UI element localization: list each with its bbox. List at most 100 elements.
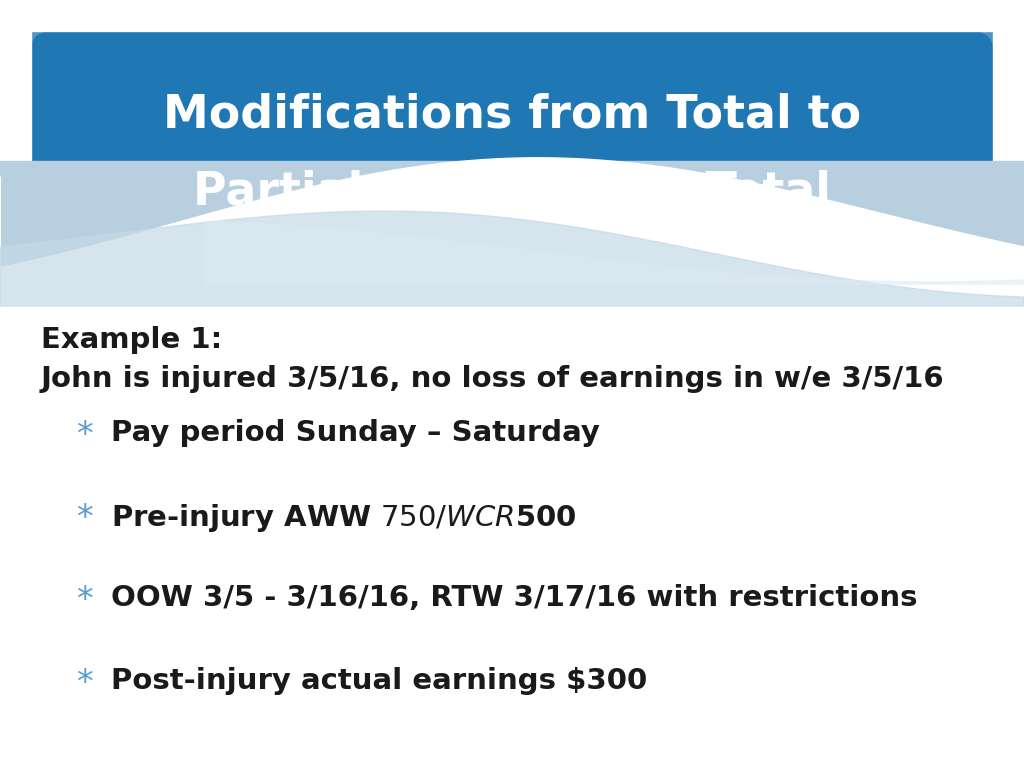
Bar — [31, 38, 993, 40]
Text: Partial or Partial to Total: Partial or Partial to Total — [193, 170, 831, 214]
Bar — [31, 93, 993, 95]
Bar — [31, 135, 993, 138]
Bar — [31, 238, 993, 240]
Bar — [31, 42, 993, 45]
Bar — [31, 143, 993, 145]
Bar — [31, 228, 993, 230]
Bar — [31, 204, 993, 207]
Bar — [31, 167, 993, 169]
Bar — [31, 169, 993, 171]
Bar — [31, 64, 993, 67]
Bar — [31, 152, 993, 154]
Bar — [31, 61, 993, 64]
Bar — [31, 245, 993, 247]
Bar — [31, 88, 993, 91]
Bar — [31, 186, 993, 188]
Bar — [31, 107, 993, 109]
Bar — [31, 71, 993, 74]
Bar — [31, 114, 993, 117]
Bar — [31, 228, 993, 230]
Bar — [31, 121, 993, 124]
Bar — [31, 71, 993, 74]
Bar — [31, 164, 993, 167]
Bar — [31, 178, 993, 180]
Bar — [31, 250, 993, 252]
Bar — [31, 141, 993, 143]
Bar — [31, 91, 993, 93]
Bar — [31, 233, 993, 236]
Text: *: * — [76, 419, 92, 452]
Bar — [31, 111, 993, 114]
Bar — [31, 104, 993, 107]
Bar — [31, 67, 993, 69]
Bar — [31, 141, 993, 143]
Bar — [31, 223, 993, 226]
Bar — [31, 164, 993, 167]
Bar — [31, 119, 993, 121]
Bar — [31, 35, 993, 38]
Bar — [31, 159, 993, 162]
Bar — [31, 85, 993, 88]
Bar — [0, 0, 31, 269]
Bar — [31, 174, 993, 176]
Bar — [31, 180, 993, 183]
Bar — [31, 147, 993, 150]
Bar — [31, 260, 993, 262]
Bar — [31, 190, 993, 193]
Bar — [31, 171, 993, 174]
Bar — [31, 154, 993, 157]
Bar — [0, 307, 1024, 768]
Bar — [31, 176, 993, 178]
Bar — [31, 76, 993, 78]
Bar — [31, 59, 993, 61]
Bar — [31, 219, 993, 221]
Bar — [31, 102, 993, 104]
Bar — [31, 230, 993, 233]
Bar — [31, 152, 993, 154]
Bar — [31, 131, 993, 133]
Bar — [31, 223, 993, 226]
Bar — [31, 45, 993, 48]
Bar — [31, 102, 993, 104]
Bar — [31, 240, 993, 243]
Text: OOW 3/5 - 3/16/16, RTW 3/17/16 with restrictions: OOW 3/5 - 3/16/16, RTW 3/17/16 with rest… — [111, 584, 918, 612]
Bar — [31, 78, 993, 81]
Bar — [31, 81, 993, 83]
Bar — [31, 40, 993, 43]
Bar — [31, 52, 993, 55]
Polygon shape — [0, 157, 1024, 768]
Bar — [31, 42, 993, 45]
Bar — [31, 233, 993, 236]
Bar — [31, 212, 993, 214]
Bar — [31, 197, 993, 200]
Bar — [31, 55, 993, 57]
Bar — [31, 31, 993, 33]
Bar — [31, 135, 993, 138]
Bar — [31, 264, 993, 266]
Bar — [31, 171, 993, 174]
Bar — [31, 266, 993, 269]
Bar — [31, 236, 993, 238]
Bar — [31, 109, 993, 111]
Bar — [31, 254, 993, 257]
Bar — [31, 67, 993, 69]
Bar — [31, 78, 993, 81]
Bar — [31, 157, 993, 159]
Bar — [31, 188, 993, 190]
Bar — [31, 264, 993, 266]
Bar — [31, 95, 993, 98]
Bar — [31, 64, 993, 67]
Bar — [31, 121, 993, 124]
Bar — [31, 262, 993, 264]
Bar — [31, 162, 993, 164]
Bar — [31, 131, 993, 133]
Bar — [31, 240, 993, 243]
Bar — [31, 111, 993, 114]
Bar — [31, 143, 993, 145]
Bar — [31, 202, 993, 204]
Bar — [31, 33, 993, 35]
Bar — [31, 154, 993, 157]
Bar — [31, 117, 993, 119]
Bar — [31, 167, 993, 169]
Bar — [31, 57, 993, 59]
